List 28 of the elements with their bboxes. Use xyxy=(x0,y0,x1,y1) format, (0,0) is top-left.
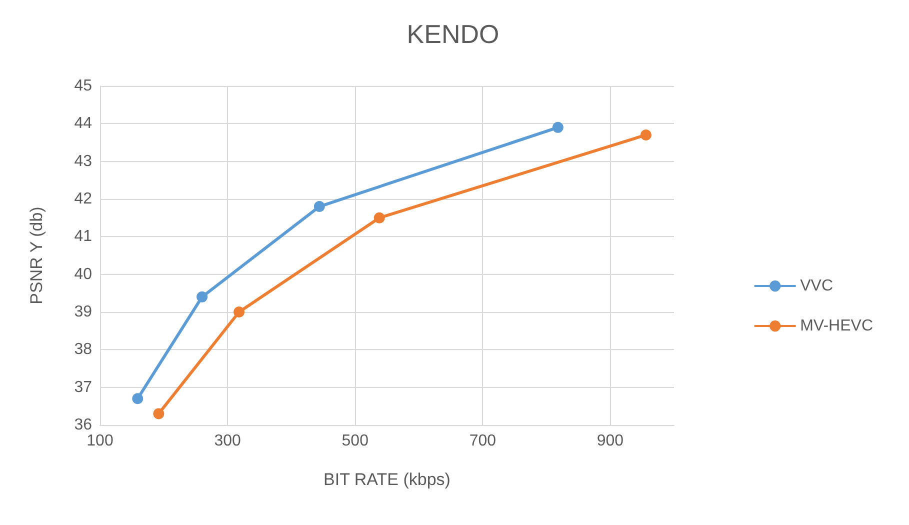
point xyxy=(640,129,652,140)
legend-label: MV-HEVC xyxy=(800,318,874,334)
x-tick-label: 700 xyxy=(469,432,496,450)
y-tick-label: 43 xyxy=(74,152,92,170)
y-tick-label: 36 xyxy=(74,416,92,434)
y-tick-label: 44 xyxy=(74,115,92,132)
point xyxy=(132,393,144,404)
y-tick-label: 38 xyxy=(74,341,92,358)
x-axis-title: BIT RATE (kbps) xyxy=(324,470,450,489)
y-tick-label: 39 xyxy=(74,304,92,320)
x-tick-label: 500 xyxy=(342,432,369,450)
legend-label: VVC xyxy=(800,278,834,294)
point xyxy=(314,201,325,212)
y-tick-label: 45 xyxy=(74,78,92,94)
point xyxy=(196,291,208,302)
point xyxy=(234,306,245,318)
x-tick-label: 100 xyxy=(86,432,114,450)
chart-title: KENDO xyxy=(406,19,500,49)
y-axis-title: PSNR Y (db) xyxy=(27,206,46,304)
y-tick-label: 41 xyxy=(74,228,92,246)
y-tick-label: 42 xyxy=(74,190,92,208)
point xyxy=(552,122,564,133)
y-tick-label: 40 xyxy=(74,266,92,283)
point xyxy=(153,408,164,420)
point xyxy=(374,212,385,224)
x-tick-label: 900 xyxy=(596,432,624,450)
y-tick-label: 37 xyxy=(74,378,92,396)
x-tick-label: 300 xyxy=(214,432,241,450)
